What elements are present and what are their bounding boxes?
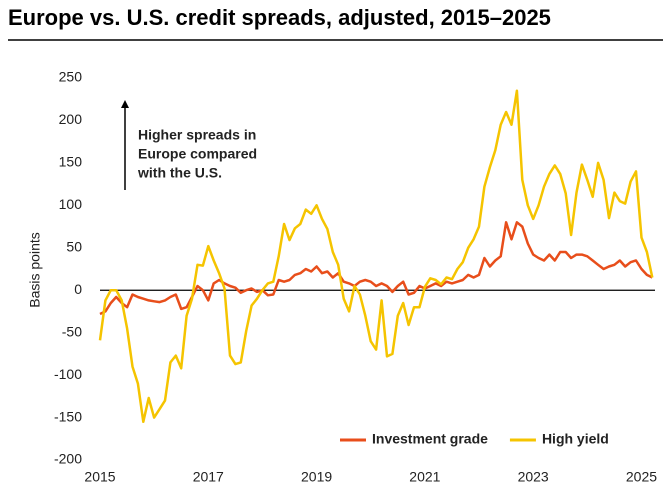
x-tick-label: 2017 [193, 469, 224, 485]
x-tick-label: 2015 [84, 469, 115, 485]
x-tick-label: 2021 [409, 469, 440, 485]
y-tick-label: 50 [66, 238, 82, 254]
y-axis-label: Basis points [27, 232, 43, 307]
series-line [99, 221, 653, 316]
legend-label: Investment grade [372, 431, 488, 447]
chart-title: Europe vs. U.S. credit spreads, adjusted… [8, 5, 551, 30]
annotation-arrowhead [121, 100, 129, 108]
y-tick-label: -150 [54, 408, 82, 424]
x-tick-label: 2023 [518, 469, 549, 485]
x-tick-label: 2025 [626, 469, 657, 485]
y-tick-label: 150 [59, 154, 83, 170]
annotation-line: with the U.S. [137, 165, 222, 181]
y-tick-label: 250 [59, 69, 83, 85]
series-line [98, 89, 654, 424]
y-tick-label: -100 [54, 366, 82, 382]
y-tick-label: 200 [59, 111, 83, 127]
y-tick-label: -200 [54, 451, 82, 467]
y-tick-label: 0 [74, 281, 82, 297]
y-tick-label: -50 [62, 323, 82, 339]
y-tick-label: 100 [59, 196, 83, 212]
annotation-line: Europe compared [138, 146, 257, 162]
annotation-line: Higher spreads in [138, 127, 256, 143]
legend-label: High yield [542, 431, 609, 447]
x-tick-label: 2019 [301, 469, 332, 485]
